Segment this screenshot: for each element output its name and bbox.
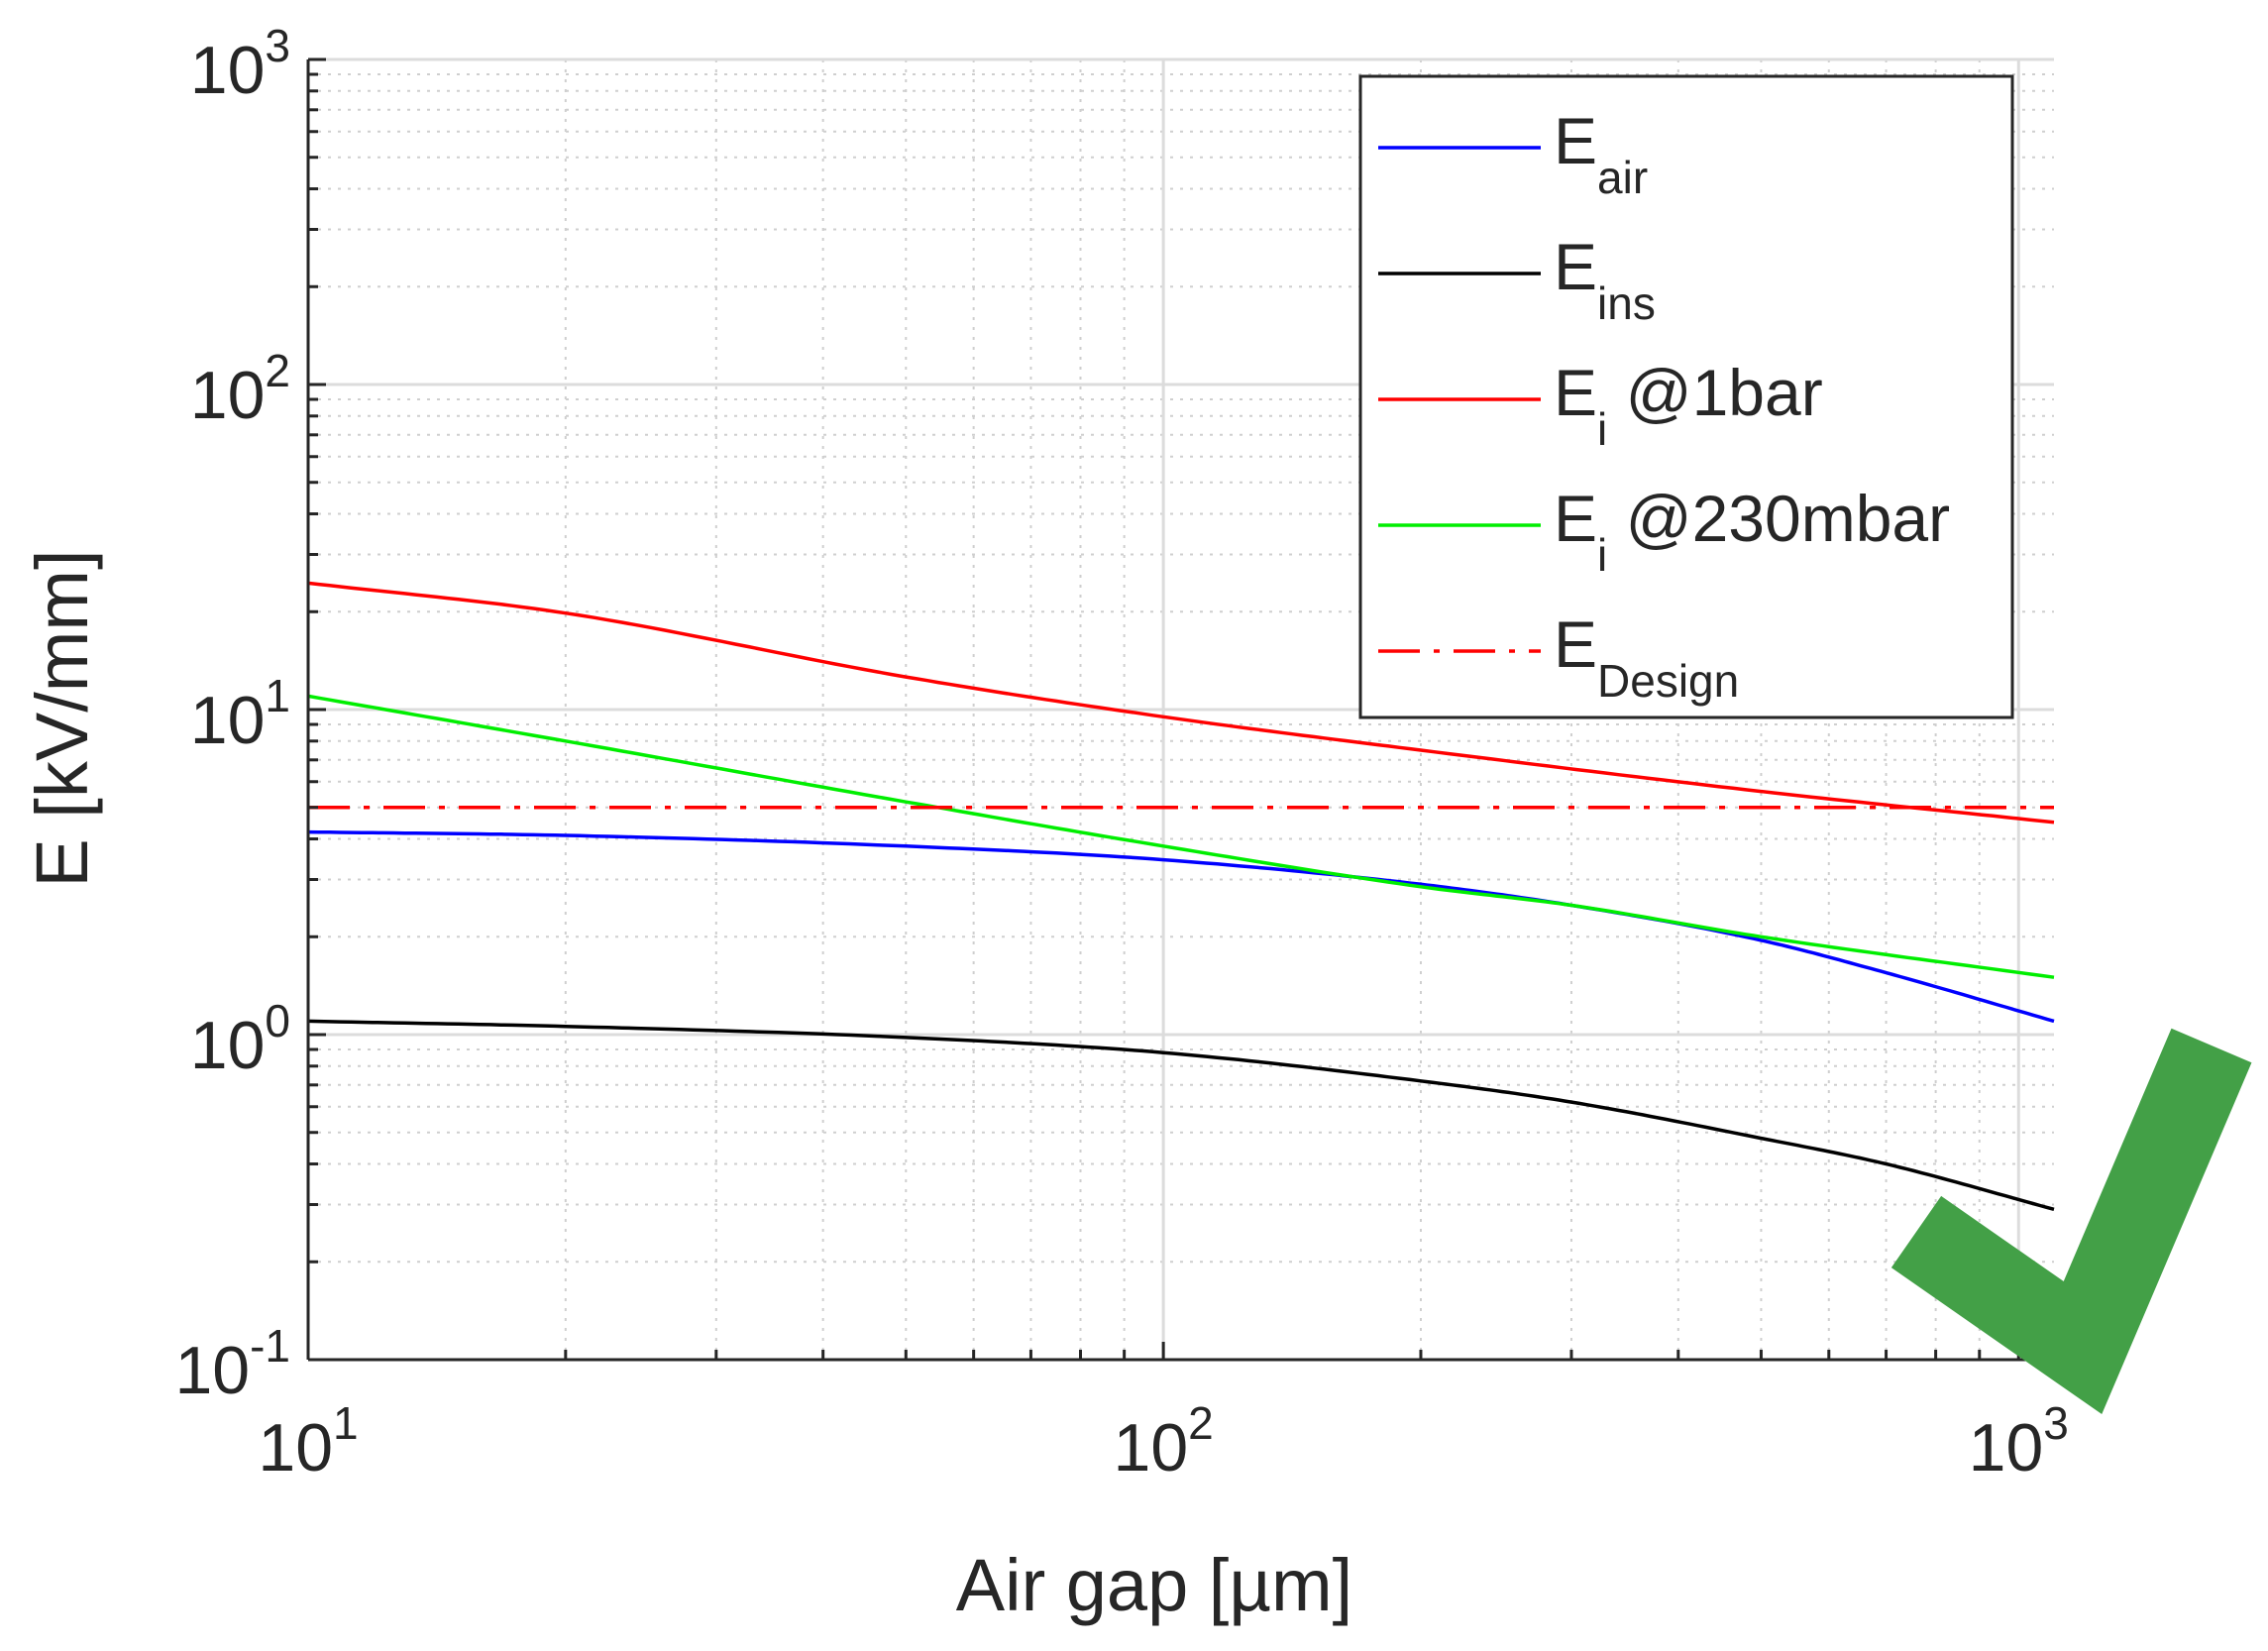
y-tick-label: 101 bbox=[190, 670, 290, 758]
x-axis-title: Air gap [µm] bbox=[956, 1544, 1352, 1626]
y-tick-label: 103 bbox=[190, 20, 290, 108]
x-tick-label: 101 bbox=[258, 1397, 358, 1486]
series-layer bbox=[307, 581, 2055, 1211]
x-tick-label: 102 bbox=[1114, 1397, 1214, 1486]
x-tick-label: 103 bbox=[1969, 1397, 2069, 1486]
tick-labels: 101 102 103 10-1 100 101 102 103 bbox=[174, 20, 2068, 1486]
axes-layer bbox=[306, 57, 2054, 1362]
legend-label: Eair bbox=[1554, 104, 1648, 203]
y-axis-title: E [kV/mm] bbox=[21, 549, 103, 887]
legend-label: Ei @230mbar bbox=[1554, 482, 1950, 581]
legend-label: EDesign bbox=[1554, 607, 1739, 707]
legend-label: Ei @1bar bbox=[1554, 356, 1823, 455]
series-line-e-i-230mbar bbox=[307, 694, 2055, 979]
series-line-e-air bbox=[307, 829, 2055, 1024]
checkmark-icon bbox=[1890, 1028, 2252, 1415]
legend: Eair Eins Ei @1bar Ei @230mbar EDesign bbox=[1358, 74, 2014, 719]
legend-box bbox=[1358, 74, 2014, 719]
y-tick-label: 10-1 bbox=[174, 1320, 290, 1408]
series-line-e-ins bbox=[307, 1019, 2055, 1211]
series-line-e-i-1bar bbox=[307, 581, 2055, 825]
y-tick-label: 100 bbox=[190, 995, 290, 1083]
grid-minor bbox=[308, 59, 2054, 1360]
legend-label: Eins bbox=[1554, 230, 1656, 329]
y-tick-label: 102 bbox=[190, 345, 290, 433]
